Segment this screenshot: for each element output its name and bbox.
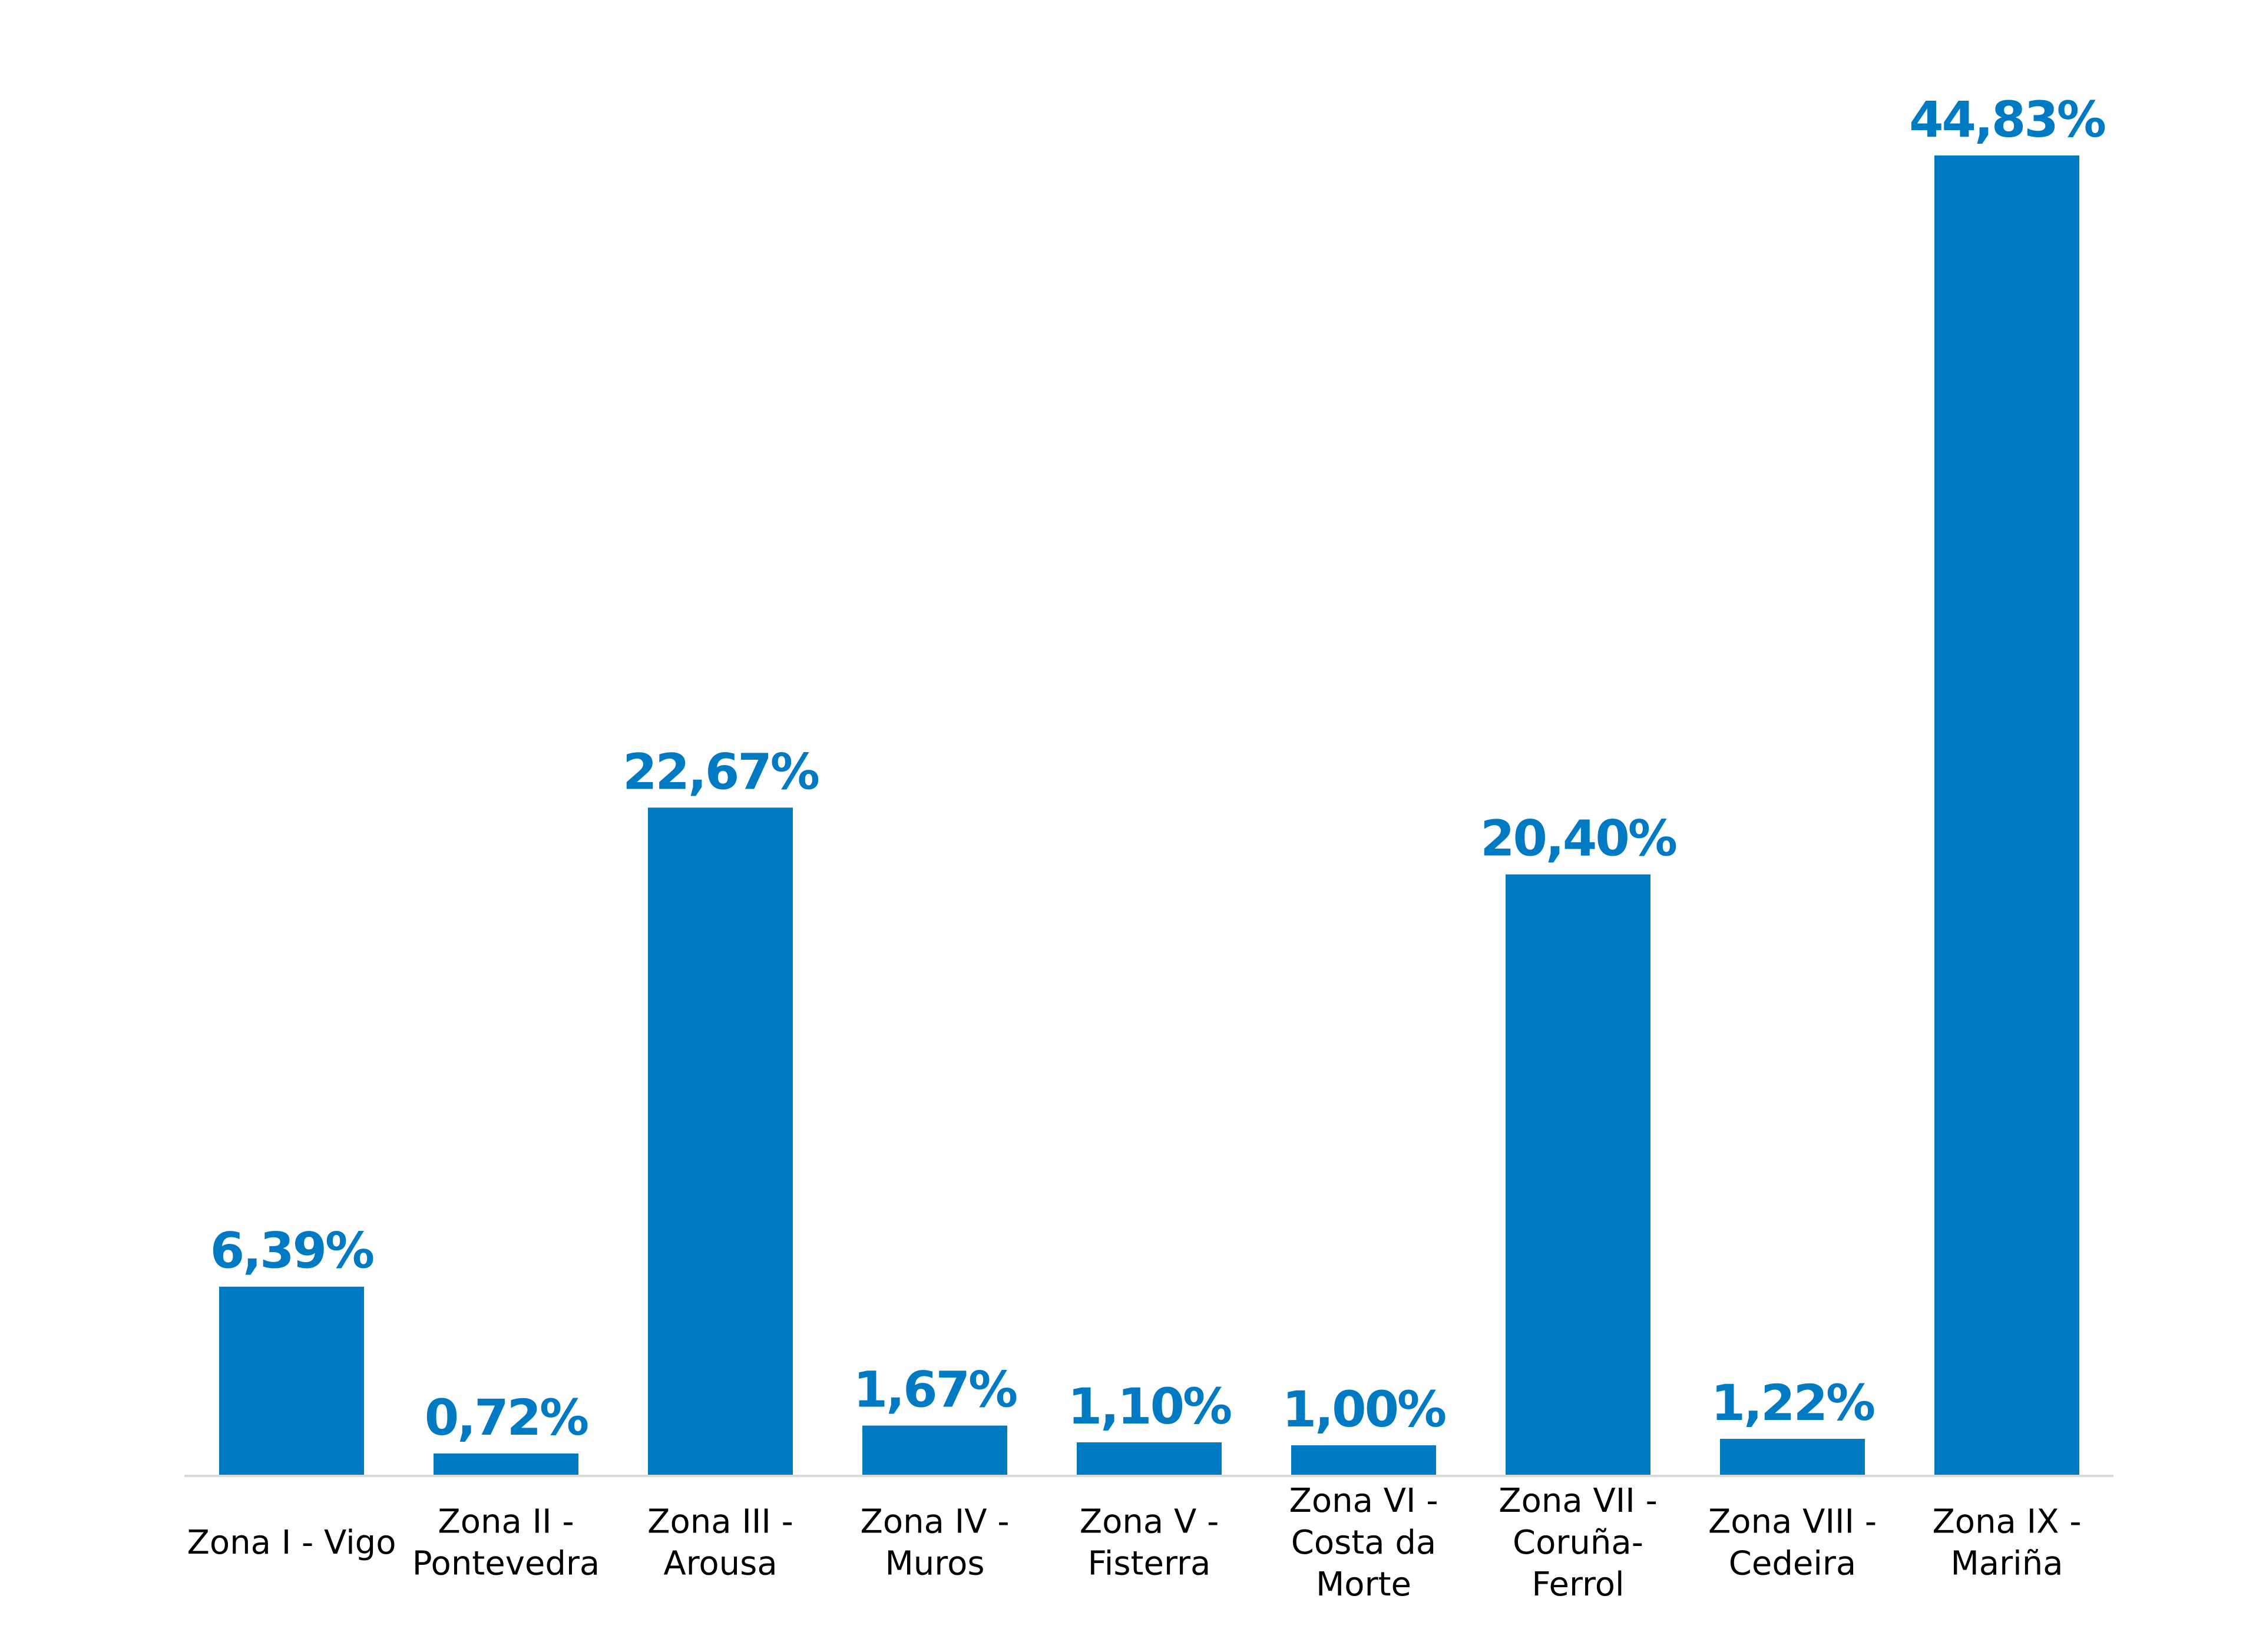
bar bbox=[219, 1286, 364, 1475]
bar bbox=[1291, 1445, 1436, 1475]
data-label: 6,39% bbox=[210, 1222, 373, 1280]
x-tick-label-line: Zona VI - bbox=[1289, 1482, 1438, 1520]
x-tick-label: Zona VI - Costa da Morte bbox=[1289, 1482, 1438, 1604]
x-tick-label-line: Costa da bbox=[1291, 1524, 1436, 1562]
x-tick-label-line: Arousa bbox=[663, 1545, 777, 1583]
bar bbox=[862, 1425, 1007, 1475]
x-tick-label-line: Coruña- bbox=[1513, 1524, 1643, 1562]
x-tick-label-line: Morte bbox=[1316, 1565, 1411, 1604]
x-tick-label: Zona VII - Coruña-Ferrol bbox=[1499, 1482, 1658, 1604]
bar bbox=[1077, 1442, 1222, 1475]
bar bbox=[1720, 1439, 1865, 1475]
data-label: 20,40% bbox=[1480, 810, 1676, 868]
x-tick-label: Zona II - Pontevedra bbox=[412, 1503, 600, 1583]
bar bbox=[434, 1454, 578, 1475]
bar bbox=[1506, 874, 1650, 1475]
x-tick-label-line: Muros bbox=[885, 1545, 984, 1583]
x-tick-label-line: Pontevedra bbox=[412, 1545, 600, 1583]
data-label: 1,67% bbox=[854, 1361, 1017, 1419]
x-tick-label-line: Cedeira bbox=[1729, 1545, 1856, 1583]
x-tick-label-line: Zona VII - bbox=[1499, 1482, 1658, 1520]
data-label: 1,10% bbox=[1068, 1378, 1231, 1435]
x-tick-label: Zona III - Arousa bbox=[647, 1503, 793, 1583]
x-tick-label-line: Ferrol bbox=[1531, 1565, 1624, 1604]
x-tick-label-line: Zona V - bbox=[1080, 1503, 1219, 1541]
x-tick-label-line: Zona IV - bbox=[860, 1503, 1009, 1541]
x-tick-label: Zona VIII - Cedeira bbox=[1708, 1503, 1877, 1583]
data-label: 44,83% bbox=[1909, 91, 2105, 148]
data-label: 0,72% bbox=[425, 1389, 588, 1446]
x-tick-label-line: Zona IX - bbox=[1932, 1503, 2081, 1541]
x-tick-label-line: Zona I - Vigo bbox=[187, 1524, 396, 1562]
x-tick-label-line: Zona VIII - bbox=[1708, 1503, 1877, 1541]
x-tick-label: Zona V - Fisterra bbox=[1080, 1503, 1219, 1583]
x-tick-label-line: Fisterra bbox=[1088, 1545, 1211, 1583]
x-tick-label: Zona IV - Muros bbox=[860, 1503, 1009, 1583]
x-tick-label-line: Zona III - bbox=[647, 1503, 793, 1541]
bar bbox=[1934, 155, 2079, 1475]
data-label: 1,22% bbox=[1711, 1374, 1874, 1432]
bar bbox=[648, 807, 793, 1475]
data-label: 22,67% bbox=[623, 743, 819, 800]
x-tick-label: Zona I - Vigo bbox=[187, 1524, 396, 1562]
x-tick-label: Zona IX - Mariña bbox=[1932, 1503, 2081, 1583]
x-tick-label-line: Zona II - bbox=[438, 1503, 574, 1541]
data-label: 1,00% bbox=[1282, 1380, 1445, 1438]
x-tick-label-line: Mariña bbox=[1950, 1545, 2063, 1583]
